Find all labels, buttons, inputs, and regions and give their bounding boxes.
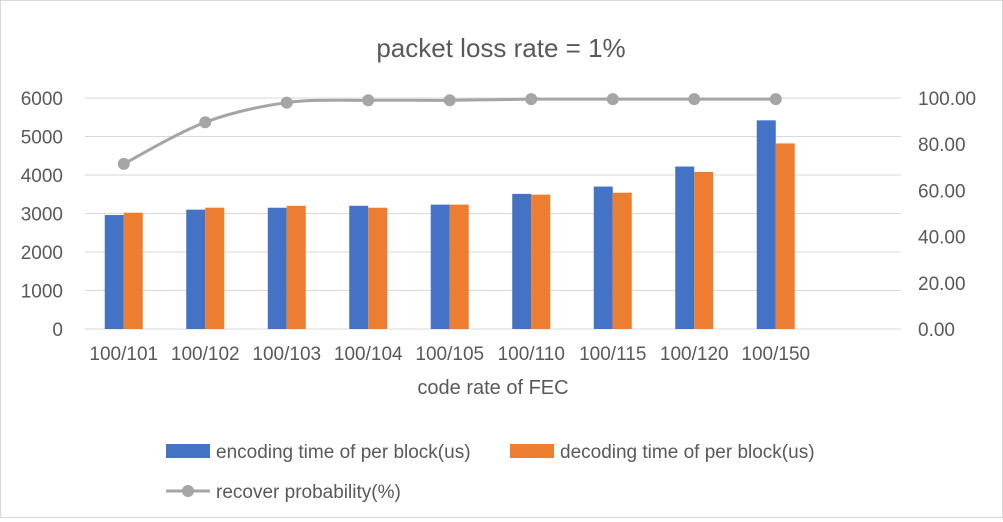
decoding-bar [612,192,632,329]
encoding-bar [512,193,532,329]
left-tick-label: 6000 [21,89,63,110]
recover-probability-point [280,96,293,109]
left-tick-label: 2000 [21,243,63,264]
legend: encoding time of per block(us) decoding t… [166,442,815,503]
legend-swatch-encoding [166,444,210,458]
decoding-bar [286,205,306,329]
recover-probability-line [123,97,776,166]
recover-probability-point [688,93,701,106]
recover-probability-point [199,116,212,129]
recover-probability-point [117,157,130,170]
bar-series [104,120,795,329]
right-axis-ticks: 0.00 20.00 40.00 60.00 80.00 100.00 [918,89,976,341]
decoding-bar [531,194,551,329]
legend-label-encoding: encoding time of per block(us) [216,442,471,463]
encoding-bar [756,120,776,329]
legend-swatch-marker [182,485,194,497]
right-tick-label: 80.00 [918,135,966,156]
decoding-bar [368,207,388,329]
encoding-bar [267,207,287,329]
left-tick-label: 4000 [21,166,63,187]
line-series [117,93,782,170]
recover-probability-point [769,93,782,106]
decoding-bar [205,207,225,329]
right-tick-label: 40.00 [918,228,966,249]
category-label: 100/120 [660,344,729,365]
decoding-bar [694,171,714,329]
encoding-bar [675,166,695,329]
category-label: 100/110 [498,344,565,365]
category-label: 100/102 [171,344,240,365]
encoding-bar [104,215,124,329]
decoding-bar [775,143,795,329]
left-axis-ticks: 0 1000 2000 3000 4000 5000 6000 [21,89,63,341]
left-tick-label: 5000 [21,128,63,149]
left-tick-label: 0 [52,320,63,341]
left-tick-label: 1000 [21,282,63,303]
legend-swatch-decoding [510,444,554,458]
legend-label-recover: recover probability(%) [216,482,401,503]
right-tick-label: 0.00 [918,320,955,341]
right-tick-label: 60.00 [918,181,966,202]
decoding-bar [123,212,143,329]
category-label: 100/150 [741,344,810,365]
x-axis-label: code rate of FEC [417,377,568,399]
category-label: 100/104 [334,344,403,365]
right-tick-label: 20.00 [918,274,966,295]
recover-probability-point [525,93,538,106]
legend-label-decoding: decoding time of per block(us) [560,442,815,463]
category-label: 100/115 [579,344,646,365]
encoding-bar [186,209,206,329]
right-tick-label: 100.00 [918,89,976,110]
encoding-bar [593,186,613,329]
recover-probability-point [606,93,619,106]
decoding-bar [449,204,469,329]
encoding-bar [349,205,369,329]
category-label: 100/105 [415,344,484,365]
recover-probability-point [443,94,456,107]
chart-title: packet loss rate = 1% [376,33,625,63]
left-tick-label: 3000 [21,205,63,226]
category-label: 100/101 [89,344,158,365]
encoding-bar [430,204,450,329]
category-labels: 100/101 100/102 100/103 100/104 100/105 100/1… [89,344,810,365]
recover-probability-point [362,94,375,107]
category-label: 100/103 [252,344,321,365]
